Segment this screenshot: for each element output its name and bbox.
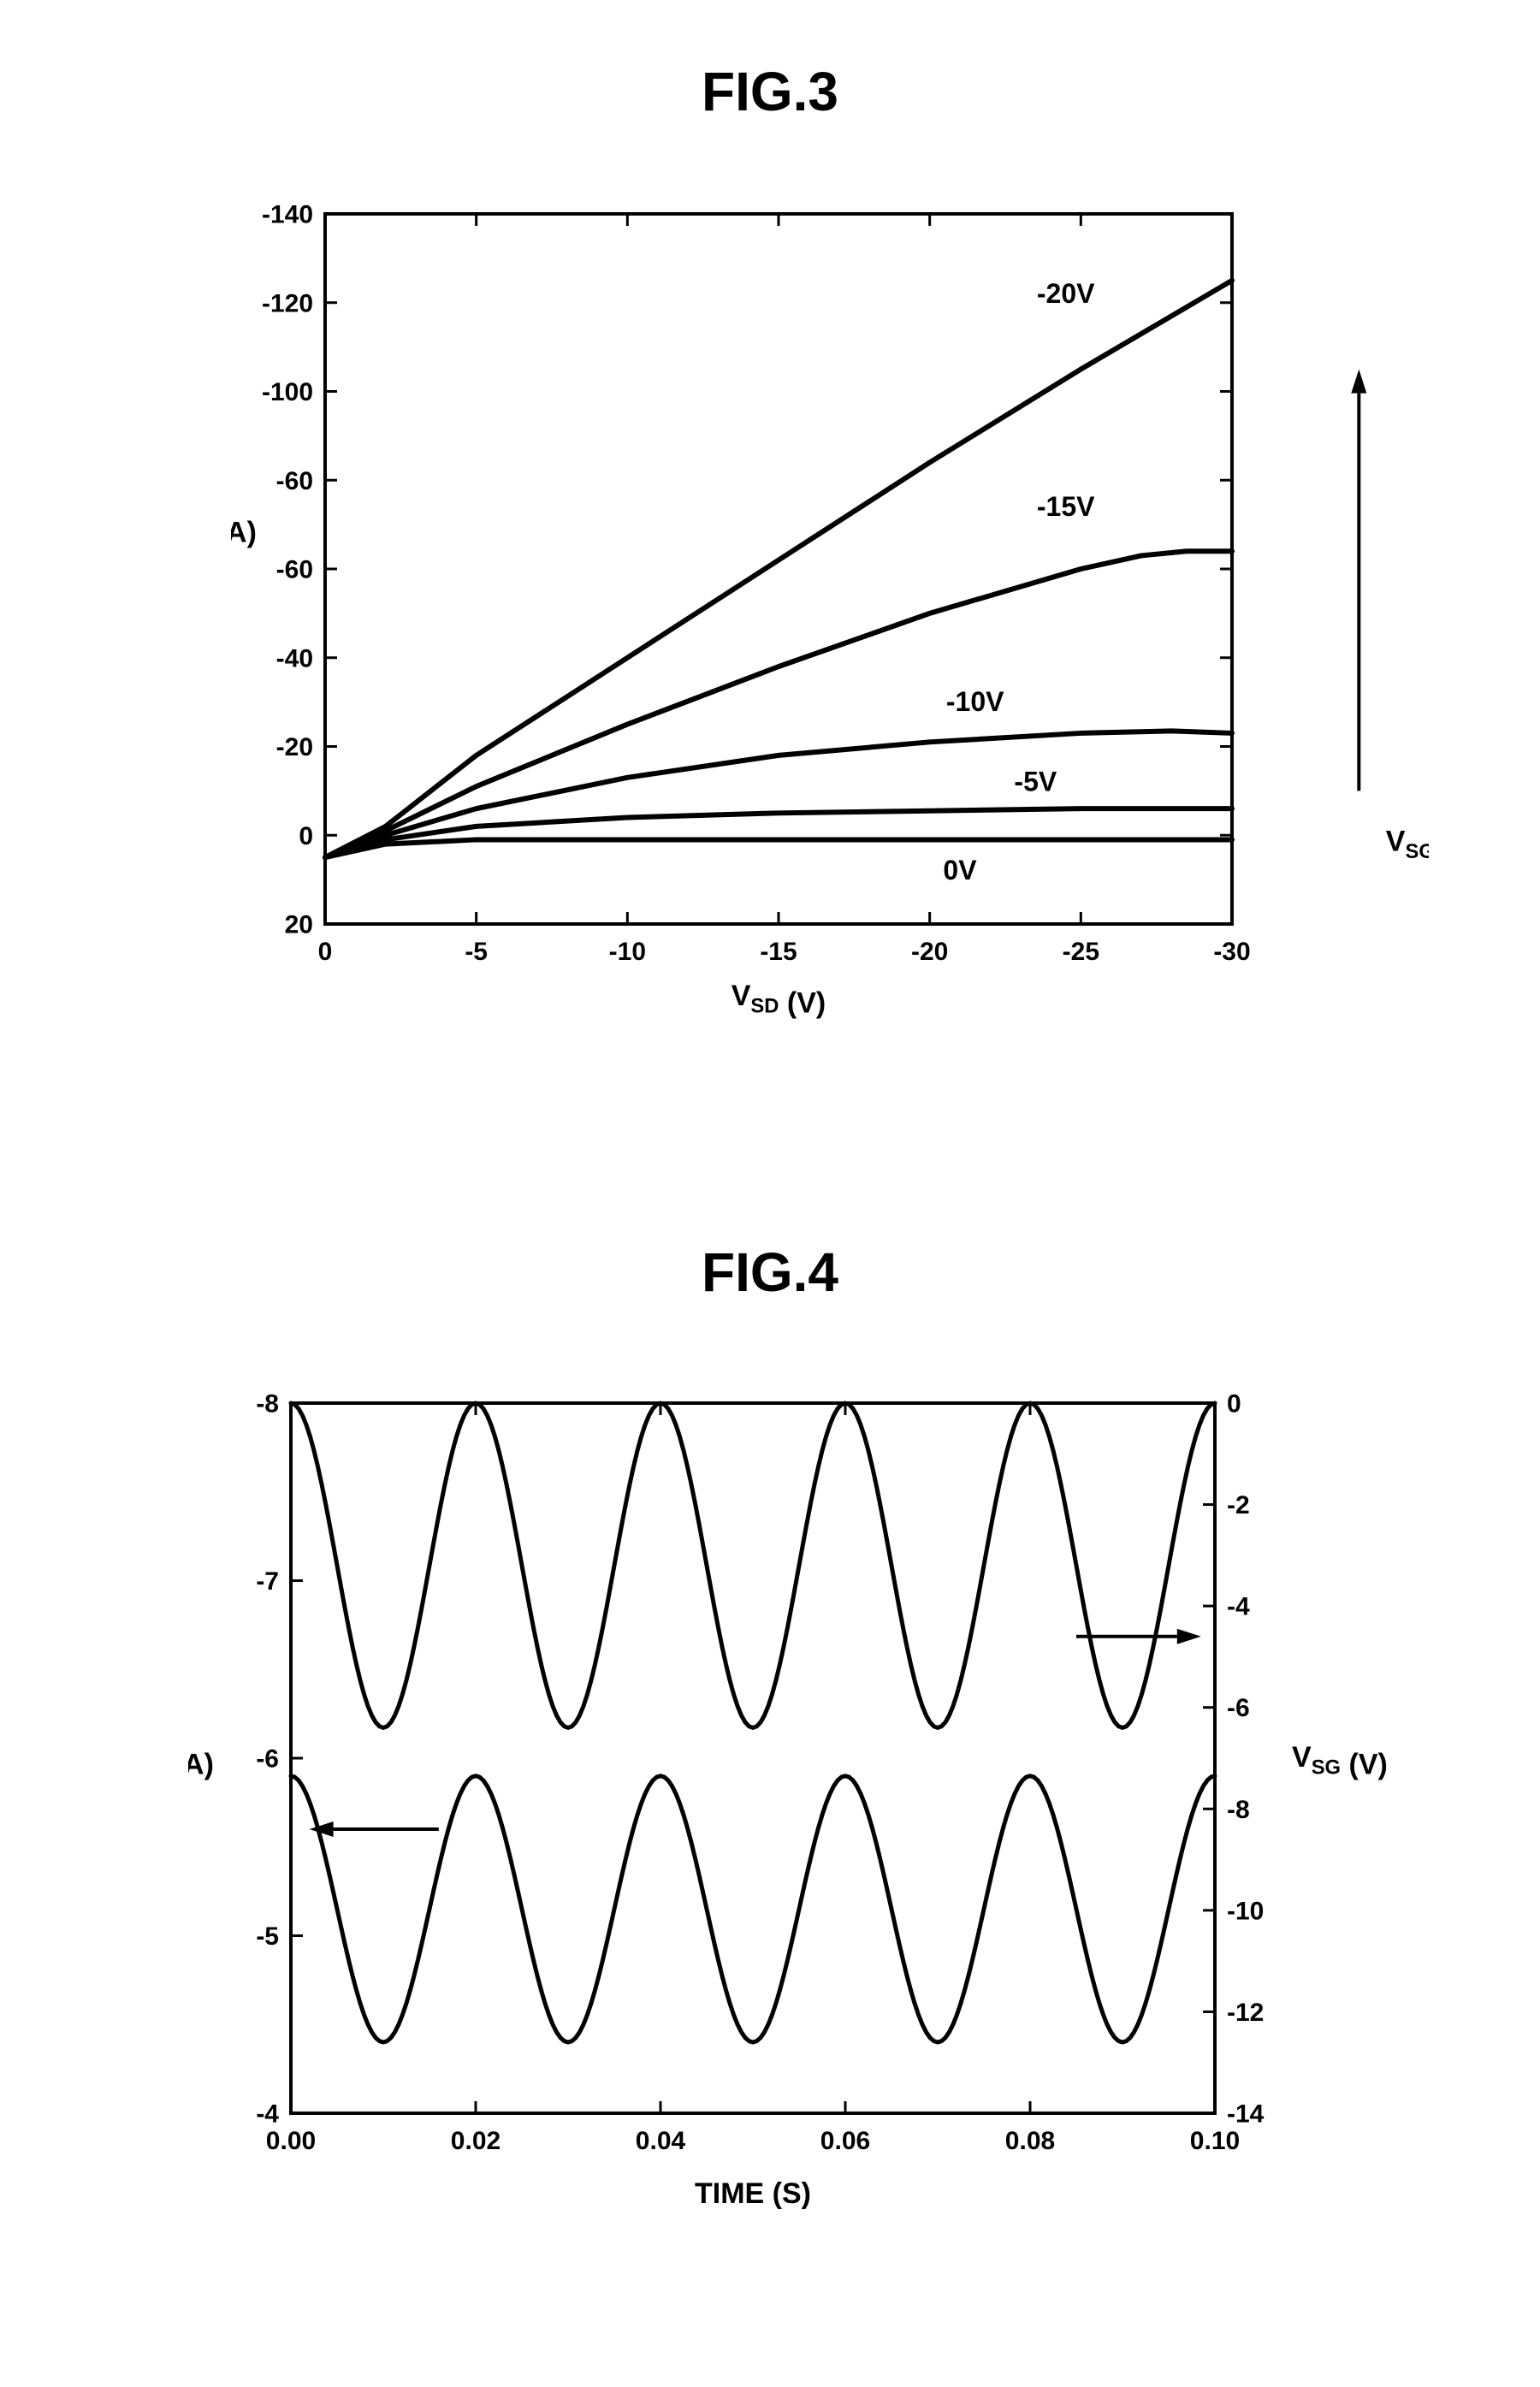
svg-text:-4: -4 [256,2100,279,2129]
svg-text:-6: -6 [256,1745,279,1774]
svg-text:-7: -7 [256,1567,279,1596]
fig4-chart: 0.00 0.02 0.04 0.06 0.08 0.10 -8 -7 -6 -5 -4 0 -2 -4 -… [188,1377,1420,2242]
svg-text:-30: -30 [1213,938,1250,966]
svg-text:-5: -5 [256,1922,279,1951]
svg-text:0: 0 [1227,1390,1241,1419]
svg-text:-8: -8 [256,1390,279,1419]
svg-text:-40: -40 [276,644,313,672]
svg-text:-10: -10 [1227,1897,1264,1925]
svg-text:0.06: 0.06 [820,2127,870,2155]
svg-text:-20: -20 [911,938,948,966]
svg-text:0: 0 [299,822,313,850]
svg-text:0.02: 0.02 [451,2127,500,2155]
svg-text:-10V: -10V [946,686,1004,717]
svg-text:ISD (nA): ISD (nA) [231,509,257,549]
svg-text:-6: -6 [1227,1694,1250,1722]
svg-text:-15: -15 [760,938,797,966]
svg-text:-25: -25 [1063,938,1099,966]
svg-text:-20: -20 [276,733,313,761]
svg-text:0: 0 [318,938,333,966]
svg-text:-14: -14 [1227,2100,1265,2129]
svg-text:-5V: -5V [1014,766,1057,797]
fig4-title: FIG.4 [0,1241,1540,1304]
svg-text:-20V: -20V [1037,278,1095,309]
svg-text:ISD (nA): ISD (nA) [188,1741,214,1781]
svg-text:0.04: 0.04 [636,2127,686,2155]
svg-text:-15V: -15V [1037,491,1095,522]
svg-text:-10: -10 [609,938,646,966]
svg-text:-60: -60 [276,556,313,584]
svg-text:-12: -12 [1227,1999,1264,2027]
svg-text:-100: -100 [262,378,313,406]
svg-text:20: 20 [285,911,313,939]
svg-text:0V: 0V [943,855,977,886]
page: FIG.3 0-5-10-15-20-25-30-140-120-100-60-… [0,0,1540,2387]
svg-text:VSG: VSG [1386,825,1429,863]
svg-text:-8: -8 [1227,1796,1250,1824]
svg-text:0.00: 0.00 [266,2127,316,2155]
fig3-chart: 0 -5 -10 -15 -20 -25 -30 -140 -120 -100 -60 -60 -40 -… [231,188,1429,1027]
svg-text:VSG (V): VSG (V) [1292,1741,1388,1781]
svg-text:-4: -4 [1227,1593,1250,1621]
svg-text:TIME (S): TIME (S) [695,2177,811,2210]
svg-text:0.08: 0.08 [1005,2127,1055,2155]
svg-text:0.10: 0.10 [1190,2127,1240,2155]
fig3-title: FIG.3 [0,60,1540,123]
svg-text:VSD (V): VSD (V) [732,980,826,1020]
svg-text:-2: -2 [1227,1491,1250,1519]
svg-text:-5: -5 [465,938,488,966]
svg-text:-120: -120 [262,289,313,317]
svg-text:-60: -60 [276,467,313,495]
svg-text:-140: -140 [262,201,313,229]
